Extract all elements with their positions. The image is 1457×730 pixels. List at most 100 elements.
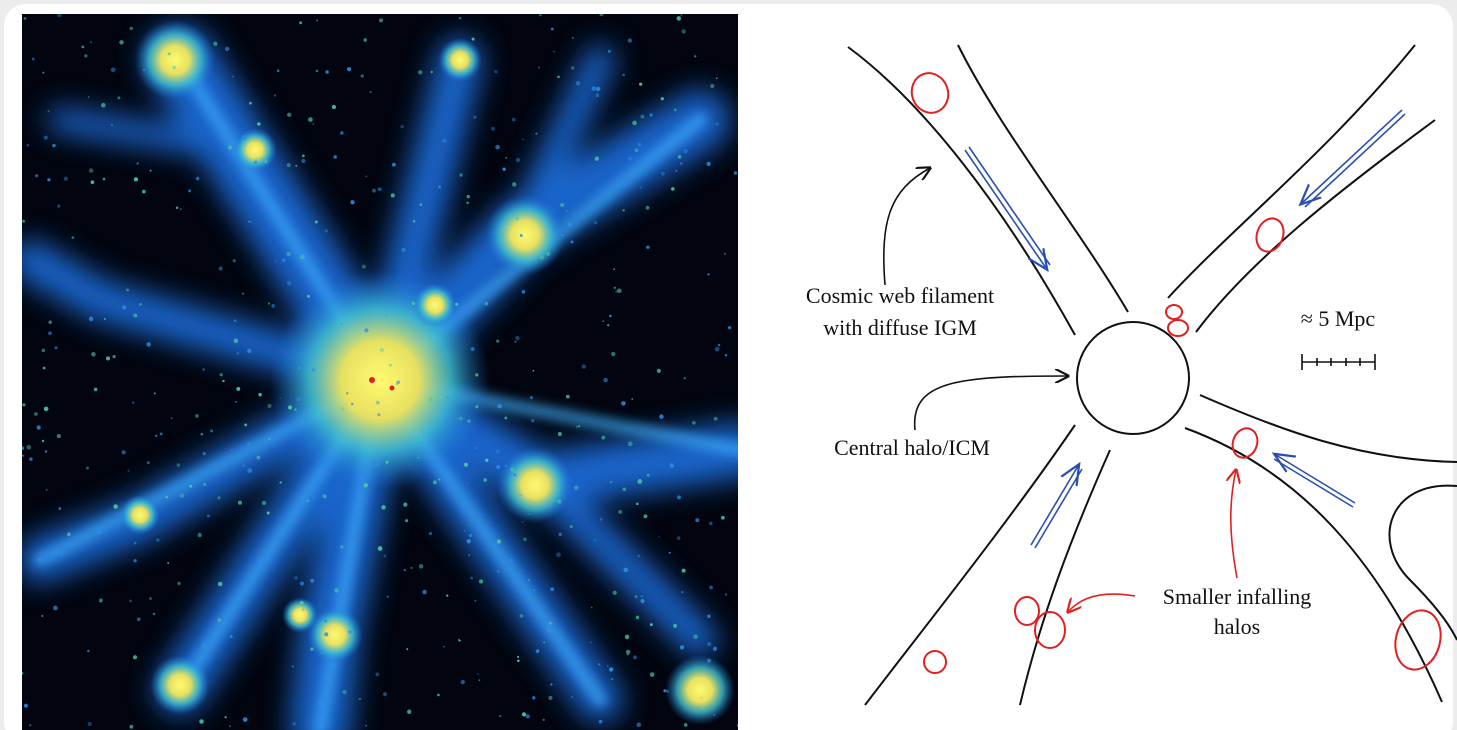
speck xyxy=(294,576,297,579)
label: Smaller infalling xyxy=(1163,584,1311,609)
speck xyxy=(53,606,58,611)
speck xyxy=(401,248,405,252)
speck xyxy=(247,349,251,353)
speck xyxy=(300,582,304,586)
speck xyxy=(504,417,507,420)
speck xyxy=(502,168,505,171)
speck xyxy=(298,367,300,369)
speck xyxy=(219,266,223,270)
speck xyxy=(659,414,664,419)
speck xyxy=(636,722,641,727)
speck xyxy=(292,665,294,667)
speck xyxy=(519,494,521,496)
speck xyxy=(471,347,475,351)
speck xyxy=(543,719,545,721)
speck xyxy=(365,175,367,177)
speck xyxy=(684,149,688,153)
speck xyxy=(608,50,611,53)
speck xyxy=(387,596,389,598)
speck xyxy=(557,499,561,503)
speck xyxy=(445,420,448,423)
speck xyxy=(517,656,519,658)
speck xyxy=(359,698,361,700)
speck xyxy=(674,109,677,112)
speck xyxy=(302,608,304,610)
speck xyxy=(316,20,318,22)
speck xyxy=(271,304,275,308)
speck xyxy=(528,513,530,515)
speck xyxy=(469,534,472,537)
speck xyxy=(127,470,129,472)
speck xyxy=(510,467,514,471)
speck xyxy=(286,252,290,256)
speck xyxy=(628,441,633,446)
speck xyxy=(280,398,282,400)
speck xyxy=(725,593,727,595)
speck xyxy=(134,542,137,545)
speck xyxy=(682,569,686,573)
label: ≈ 5 Mpc xyxy=(1301,306,1376,331)
speck xyxy=(44,407,49,412)
speck xyxy=(255,158,257,160)
speck xyxy=(94,388,98,392)
speck xyxy=(475,447,477,449)
speck xyxy=(639,83,642,86)
speck xyxy=(55,346,58,349)
speck xyxy=(661,172,665,176)
label: Cosmic web filament xyxy=(806,283,994,308)
speck xyxy=(707,273,709,275)
speck xyxy=(568,223,572,227)
speck xyxy=(673,624,677,628)
speck xyxy=(312,123,314,125)
speck xyxy=(377,413,380,416)
speck xyxy=(235,401,237,403)
speck xyxy=(180,208,182,210)
speck xyxy=(280,481,282,483)
speck xyxy=(638,143,642,147)
speck xyxy=(438,185,441,188)
speck xyxy=(89,317,94,322)
speck xyxy=(512,118,516,122)
speck xyxy=(160,432,163,435)
speck xyxy=(220,373,223,376)
simulation-image xyxy=(20,12,740,730)
speck xyxy=(46,489,48,491)
speck xyxy=(621,401,626,406)
speck xyxy=(391,193,395,197)
speck xyxy=(549,622,552,625)
speck xyxy=(106,356,110,360)
speck xyxy=(514,341,516,343)
speck xyxy=(670,464,674,468)
speck xyxy=(468,554,470,556)
speck xyxy=(307,295,310,298)
speck xyxy=(649,113,652,116)
speck xyxy=(217,496,220,499)
speck xyxy=(71,236,74,239)
speck xyxy=(238,501,242,505)
speck xyxy=(697,707,699,709)
speck xyxy=(22,403,25,406)
speck xyxy=(595,156,599,160)
speck xyxy=(389,452,393,456)
speck xyxy=(684,377,686,379)
speck xyxy=(596,87,601,92)
speck xyxy=(89,168,94,173)
speck xyxy=(57,434,61,438)
speck xyxy=(203,452,206,455)
speck xyxy=(90,41,92,43)
speck xyxy=(472,38,475,41)
speck xyxy=(47,178,50,181)
speck xyxy=(222,380,224,382)
speck xyxy=(202,368,204,370)
speck xyxy=(44,136,48,140)
speck xyxy=(385,315,387,317)
speck xyxy=(640,187,642,189)
speck xyxy=(143,69,145,71)
speck xyxy=(609,667,614,672)
speck xyxy=(142,190,146,194)
speck xyxy=(570,525,573,528)
speck xyxy=(87,650,89,652)
speck xyxy=(522,712,526,716)
speck xyxy=(466,195,470,199)
speck xyxy=(599,720,603,724)
